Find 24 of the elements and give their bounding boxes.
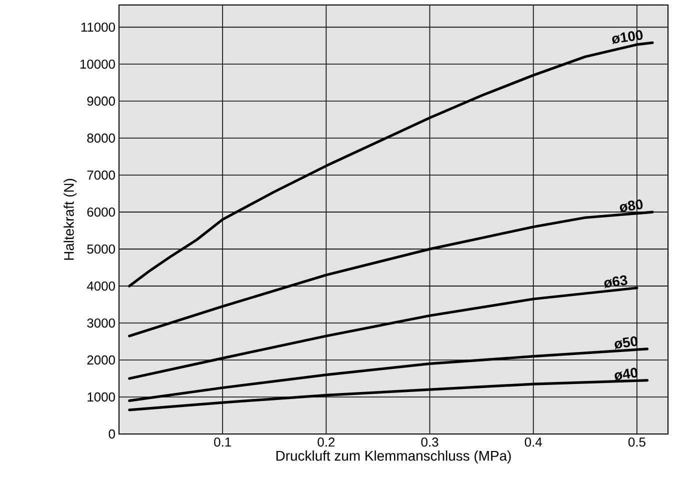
y-tick-label: 9000	[87, 96, 115, 106]
text: ø100	[612, 30, 643, 44]
text: ø40	[614, 368, 638, 381]
y-tick-label: 10000	[80, 60, 115, 69]
text: ø63	[604, 275, 628, 288]
y-tick-label: 6000	[87, 208, 115, 217]
y-tick-label: 4000	[86, 281, 115, 291]
y-tick-label: 7000	[87, 170, 115, 180]
text: ø80	[620, 200, 643, 212]
y-tick-label: 8000	[87, 134, 115, 143]
x-tick-label: 0.1	[214, 438, 231, 447]
x-tick-label: 0.3	[421, 438, 438, 447]
x-tick-label: 0.2	[318, 438, 335, 447]
y-tick-label: 5000	[87, 244, 115, 254]
text: ø50	[614, 336, 638, 350]
y-tick-label: 11000	[81, 22, 115, 32]
x-axis-title: Druckluft zum Klemmanschluss (MPa)	[276, 450, 511, 464]
y-tick-label: 1000	[88, 392, 115, 402]
y-axis-title: Haltekraft (N)	[64, 178, 77, 260]
y-tick-label: 2000	[87, 355, 115, 365]
y-tick-label: 0	[108, 429, 115, 439]
x-tick-label: 0.5	[628, 438, 646, 447]
x-tick-label: 0.4	[524, 438, 542, 447]
y-tick-label: 3000	[87, 318, 115, 328]
